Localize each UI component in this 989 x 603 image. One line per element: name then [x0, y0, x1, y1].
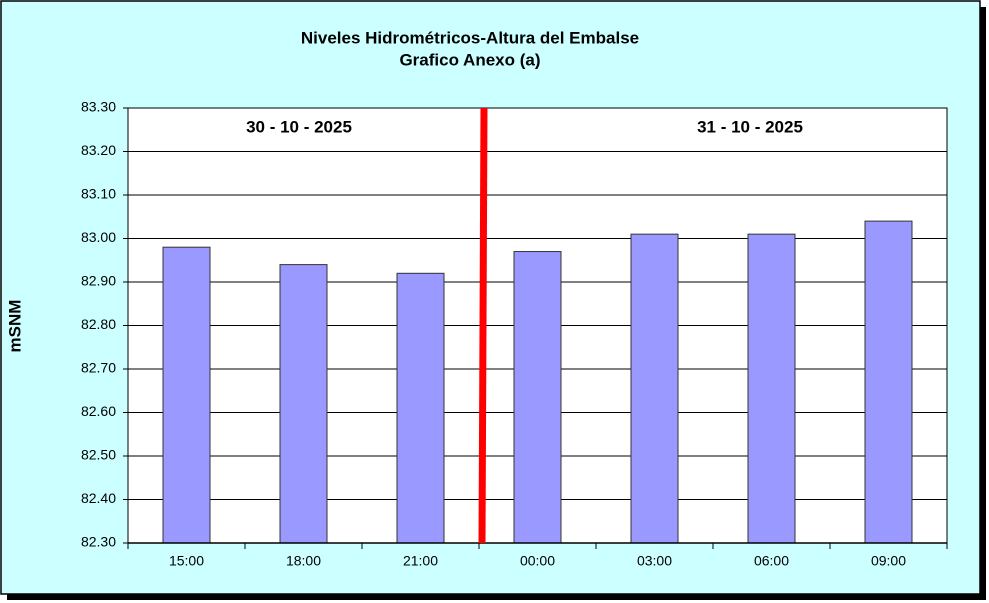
- chart-subtitle: Grafico Anexo (a): [399, 50, 540, 69]
- x-tick-label: 06:00: [754, 553, 789, 569]
- y-tick-label: 82.80: [81, 316, 116, 332]
- bar: [513, 251, 562, 544]
- y-tick-label: 82.70: [81, 360, 116, 376]
- y-tick-label: 83.10: [81, 186, 116, 202]
- date-annotation: 31 - 10 - 2025: [697, 117, 803, 136]
- x-tick-label: 21:00: [403, 553, 438, 569]
- y-tick-label: 82.30: [81, 534, 116, 550]
- y-tick-label: 82.50: [81, 447, 116, 463]
- y-tick-label: 82.60: [81, 403, 116, 419]
- bar: [747, 233, 796, 544]
- x-tick-label: 03:00: [637, 553, 672, 569]
- y-tick-label: 82.90: [81, 273, 116, 289]
- y-tick-label: 82.40: [81, 490, 116, 506]
- y-tick-label: 83.30: [81, 99, 116, 115]
- date-annotation: 30 - 10 - 2025: [246, 117, 352, 136]
- x-tick-label: 09:00: [871, 553, 906, 569]
- day-divider: [478, 107, 488, 544]
- chart-title: Niveles Hidrométricos-Altura del Embalse: [301, 28, 639, 47]
- y-tick-label: 83.00: [81, 229, 116, 245]
- x-tick-label: 18:00: [286, 553, 321, 569]
- x-tick-label: 00:00: [520, 553, 555, 569]
- bar: [630, 233, 679, 544]
- x-tick-label: 15:00: [169, 553, 204, 569]
- y-axis-title: mSNM: [5, 300, 24, 353]
- bar: [162, 246, 211, 544]
- y-tick-label: 83.20: [81, 142, 116, 158]
- bar: [864, 220, 913, 544]
- bar: [396, 272, 445, 544]
- bar: [279, 264, 328, 544]
